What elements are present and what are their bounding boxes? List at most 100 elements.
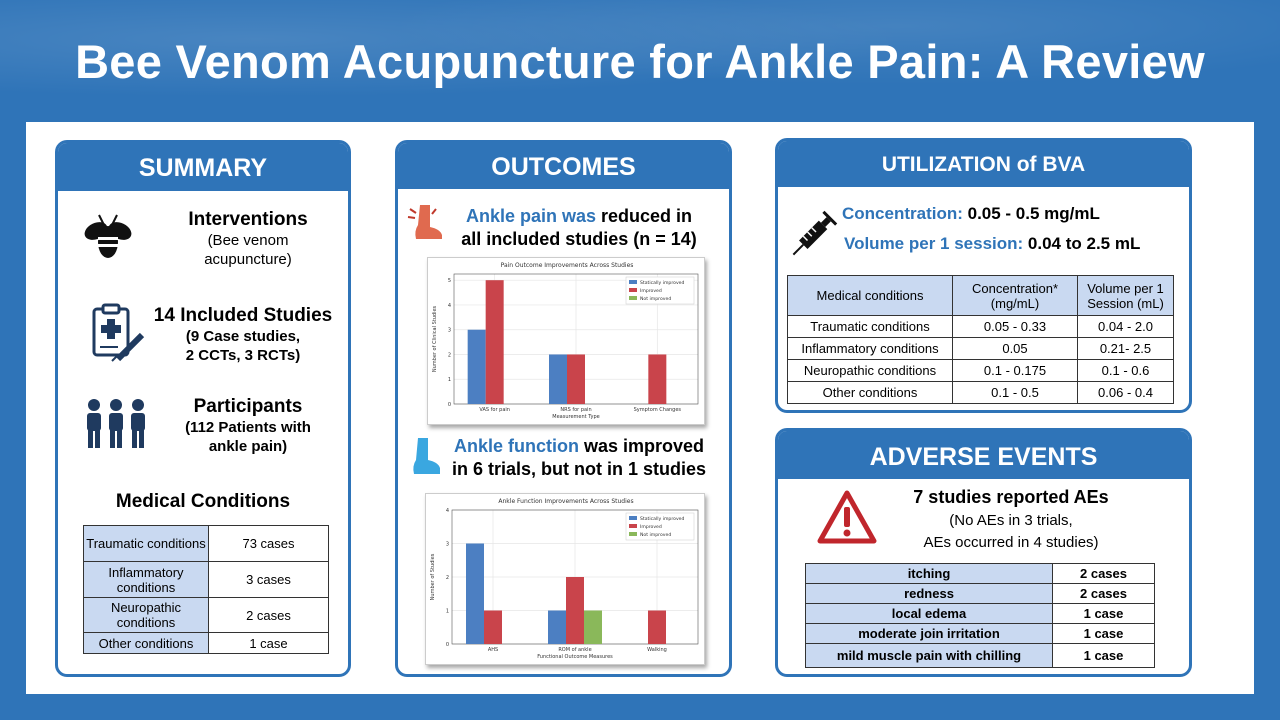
legend-label: Not improved <box>640 296 671 302</box>
bar <box>484 610 502 644</box>
bar <box>566 577 584 644</box>
ae-count: 1 case <box>1052 623 1155 644</box>
condition-cases: 73 cases <box>208 525 329 562</box>
volume-value: 0.04 to 2.5 mL <box>1023 234 1141 253</box>
function-chart-svg: Ankle Function Improvements Across Studi… <box>430 498 699 660</box>
bar <box>485 280 504 404</box>
x-tick-label: NRS for pain <box>560 407 591 413</box>
participants-sub1: (112 Patients with <box>185 419 311 436</box>
legend-swatch <box>629 524 637 528</box>
conditions-table: Traumatic conditions 73 cases Inflammato… <box>83 525 329 654</box>
legend-swatch <box>629 516 637 520</box>
y-tick-label: 4 <box>448 303 451 309</box>
y-axis-label: Number of Clinical Studies <box>432 305 438 372</box>
page-title: Bee Venom Acupuncture for Ankle Pain: A … <box>75 35 1205 88</box>
util-cell: Other conditions <box>787 381 953 404</box>
studies-sub1: (9 Case studies, <box>185 328 301 345</box>
chart-title: Pain Outcome Improvements Across Studies <box>501 262 634 269</box>
y-tick-label: 3 <box>448 328 451 334</box>
bar <box>549 354 567 404</box>
legend-box <box>625 512 695 541</box>
y-axis-label: Number of Studies <box>430 553 436 600</box>
legend-label: Improved <box>640 524 662 530</box>
legend-label: Improved <box>640 288 662 294</box>
outcomes-header: OUTCOMES <box>398 143 729 189</box>
function-statement-line2: in 6 trials, but not in 1 studies <box>451 459 707 479</box>
conditions-title: Medical Conditions <box>115 491 291 512</box>
x-tick-label: VAS for pain <box>479 407 510 413</box>
sore-foot-icon <box>407 205 442 239</box>
bar <box>567 354 585 404</box>
util-header-conditions: Medical conditions <box>787 275 953 316</box>
syringe-icon <box>792 210 838 256</box>
pain-statement-line2: all included studies (n = 14) <box>461 229 697 249</box>
x-tick-label: Symptom Changes <box>634 407 682 413</box>
x-tick-label: AHS <box>488 647 498 653</box>
studies-sub2: 2 CCTs, 3 RCTs) <box>185 347 301 364</box>
ae-detail-2: AEs occurred in 4 studies) <box>923 534 1099 551</box>
util-cell: 0.1 - 0.6 <box>1077 359 1174 382</box>
studies-title: 14 Included Studies <box>153 305 333 326</box>
util-cell: 0.1 - 0.175 <box>952 359 1078 382</box>
condition-name: Traumatic conditions <box>83 525 209 562</box>
y-tick-label: 2 <box>448 352 451 358</box>
y-tick-label: 5 <box>448 278 451 284</box>
function-statement-rest: was improved <box>578 436 705 456</box>
utilization-header: UTILIZATION of BVA <box>778 141 1189 187</box>
util-cell: 0.04 - 2.0 <box>1077 315 1174 338</box>
x-axis-label: Measurement Type <box>552 414 599 420</box>
concentration-line: Concentration: 0.05 - 0.5 mg/mL <box>842 204 1100 224</box>
util-cell: 0.06 - 0.4 <box>1077 381 1174 404</box>
condition-name: Neuropathic conditions <box>83 597 209 633</box>
adverse-table: itching 2 cases redness 2 cases local ed… <box>805 563 1155 668</box>
y-tick-label: 1 <box>446 609 449 615</box>
world-map-background <box>0 0 1280 130</box>
ae-count: 2 cases <box>1052 583 1155 604</box>
y-tick-label: 1 <box>448 377 451 383</box>
people-icon <box>87 399 145 448</box>
warning-icon <box>817 490 877 544</box>
pain-statement-rest: reduced in <box>596 206 693 226</box>
adverse-header: ADVERSE EVENTS <box>778 431 1189 479</box>
bar <box>467 329 486 404</box>
participants-sub2: ankle pain) <box>208 438 288 455</box>
util-header-volume: Volume per 1 Session (mL) <box>1077 275 1174 316</box>
ae-count: 1 case <box>1052 603 1155 624</box>
pain-chart: Pain Outcome Improvements Across Studies… <box>427 257 705 425</box>
legend-swatch <box>629 532 637 536</box>
util-cell: 0.05 <box>952 337 1078 360</box>
volume-line: Volume per 1 session: 0.04 to 2.5 mL <box>844 234 1140 254</box>
participants-title: Participants <box>193 396 303 417</box>
x-axis-label: Functional Outcome Measures <box>537 654 613 660</box>
util-cell: 0.05 - 0.33 <box>952 315 1078 338</box>
condition-cases: 3 cases <box>208 561 329 598</box>
condition-name: Inflammatory conditions <box>83 561 209 598</box>
util-cell: 0.1 - 0.5 <box>952 381 1078 404</box>
pain-statement: Ankle pain was reduced in all included s… <box>444 205 714 251</box>
function-statement-highlight: Ankle function <box>453 436 579 456</box>
legend-label: Statically improved <box>640 280 684 286</box>
ae-detail-1: (No AEs in 3 trials, <box>949 512 1073 529</box>
legend-swatch <box>629 296 637 300</box>
bee-icon <box>84 214 132 258</box>
concentration-value: 0.05 - 0.5 mg/mL <box>962 204 1100 223</box>
legend-swatch <box>629 280 637 284</box>
y-tick-label: 2 <box>446 575 449 581</box>
summary-header: SUMMARY <box>58 143 348 191</box>
volume-label: Volume per 1 session: <box>844 234 1024 253</box>
function-statement: Ankle function was improved in 6 trials,… <box>442 435 716 481</box>
chart-title: Ankle Function Improvements Across Studi… <box>498 498 633 505</box>
legend-label: Statically improved <box>640 516 684 522</box>
x-tick-label: Walking <box>647 647 667 653</box>
legend-swatch <box>629 288 637 292</box>
util-cell: Neuropathic conditions <box>787 359 953 382</box>
ae-event: redness <box>805 583 1053 604</box>
utilization-table: Medical conditions Concentration* (mg/mL… <box>787 275 1174 404</box>
ae-count: 2 cases <box>1052 563 1155 584</box>
y-tick-label: 0 <box>448 402 451 408</box>
adverse-events-card: ADVERSE EVENTS 7 studies reported AEs (N… <box>775 428 1192 677</box>
y-tick-label: 0 <box>446 642 449 648</box>
condition-cases: 2 cases <box>208 597 329 633</box>
condition-name: Other conditions <box>83 632 209 654</box>
ae-event: moderate join irritation <box>805 623 1053 644</box>
